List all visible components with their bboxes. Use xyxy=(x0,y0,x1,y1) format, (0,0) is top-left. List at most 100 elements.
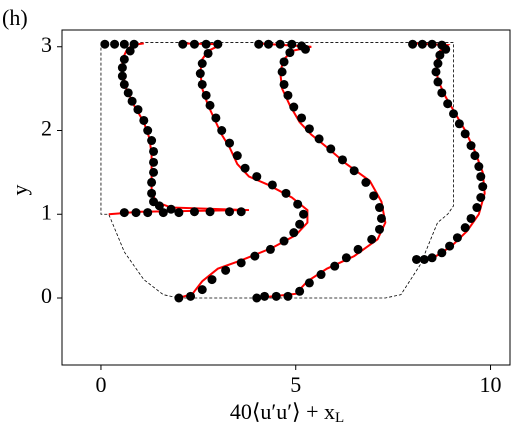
data-point xyxy=(435,50,445,60)
data-point xyxy=(466,213,476,223)
data-point xyxy=(189,207,199,217)
data-point xyxy=(330,261,340,271)
data-point xyxy=(217,126,227,135)
data-point xyxy=(452,233,462,243)
geometry-outline xyxy=(100,42,454,299)
data-point xyxy=(139,115,149,125)
data-point xyxy=(133,105,143,115)
data-point xyxy=(166,204,176,214)
data-point xyxy=(195,69,205,79)
data-point xyxy=(225,207,235,217)
data-point xyxy=(119,39,129,49)
data-point xyxy=(147,136,157,146)
data-point xyxy=(267,180,277,190)
data-point xyxy=(250,251,260,261)
data-point xyxy=(433,77,443,87)
data-point xyxy=(260,291,270,301)
data-point xyxy=(454,119,464,129)
data-point xyxy=(203,48,213,58)
data-point xyxy=(476,193,486,202)
data-point xyxy=(295,286,305,296)
data-point xyxy=(205,100,215,110)
data-point xyxy=(205,207,215,217)
data-point xyxy=(271,291,281,301)
data-point xyxy=(316,270,326,280)
data-point xyxy=(374,203,384,213)
plot-frame xyxy=(61,29,511,366)
data-point xyxy=(431,67,441,77)
data-point xyxy=(117,63,127,73)
data-point xyxy=(149,167,159,177)
data-point xyxy=(110,39,120,49)
profile-line xyxy=(108,42,250,216)
data-point xyxy=(300,44,310,54)
data-point xyxy=(287,39,297,49)
data-point xyxy=(252,293,262,303)
data-point xyxy=(460,129,470,139)
data-point xyxy=(211,113,221,123)
data-point xyxy=(437,248,447,258)
data-point xyxy=(154,201,164,211)
data-point xyxy=(201,90,211,100)
data-point xyxy=(149,157,159,167)
data-point xyxy=(412,254,422,264)
data-point xyxy=(125,46,135,56)
data-point xyxy=(178,39,188,49)
data-point xyxy=(236,207,246,217)
data-point xyxy=(123,88,133,98)
data-point xyxy=(433,59,443,68)
data-point xyxy=(341,253,351,263)
data-point xyxy=(119,79,129,89)
data-point xyxy=(293,199,303,209)
data-point xyxy=(367,234,377,244)
data-point xyxy=(445,241,455,251)
data-point xyxy=(186,291,196,301)
data-point xyxy=(129,39,139,49)
data-point xyxy=(427,39,437,49)
data-point xyxy=(240,163,250,173)
data-point xyxy=(279,79,289,89)
y-axis-label: y xyxy=(7,185,32,196)
data-point xyxy=(417,39,427,49)
x-axis-label-main: 40⟨u′u′⟩ + x xyxy=(230,399,335,424)
data-point xyxy=(374,224,384,234)
data-point xyxy=(441,44,451,54)
data-point xyxy=(478,182,488,192)
x-tick-label: 5 xyxy=(290,372,301,397)
data-point xyxy=(337,155,347,165)
data-point xyxy=(131,208,141,218)
x-tick-label: 10 xyxy=(480,372,502,397)
data-point xyxy=(427,253,437,263)
data-point xyxy=(297,113,307,123)
data-point xyxy=(263,39,273,49)
data-point xyxy=(147,177,157,187)
data-point xyxy=(201,39,211,49)
data-point xyxy=(174,208,184,218)
data-point xyxy=(174,293,184,303)
data-point xyxy=(149,146,159,156)
data-point xyxy=(277,67,287,77)
data-point xyxy=(476,172,486,182)
data-point xyxy=(289,102,299,112)
data-point xyxy=(225,138,235,148)
data-point xyxy=(304,278,314,288)
data-point xyxy=(295,219,305,229)
data-point xyxy=(353,244,363,254)
data-point xyxy=(376,213,386,223)
data-point xyxy=(443,99,453,109)
data-point xyxy=(147,188,157,198)
data-point xyxy=(472,203,482,213)
data-point xyxy=(314,134,324,144)
data-point xyxy=(207,275,217,285)
data-point xyxy=(197,59,207,68)
data-point xyxy=(279,236,289,246)
data-point xyxy=(232,151,242,161)
data-point xyxy=(460,223,470,233)
data-point xyxy=(197,285,207,295)
data-point xyxy=(361,177,371,187)
data-point xyxy=(279,57,289,67)
data-point xyxy=(189,39,199,49)
data-point xyxy=(127,96,137,106)
data-point xyxy=(283,291,293,301)
